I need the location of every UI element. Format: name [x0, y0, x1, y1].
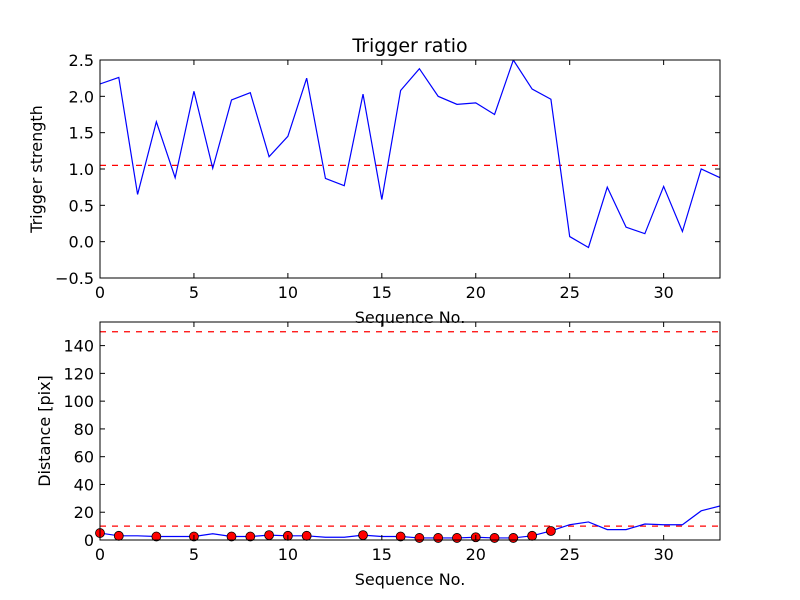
data-point [358, 530, 368, 541]
y-tick-label: 20 [74, 503, 94, 522]
y-axis-title: Trigger strength [27, 105, 46, 234]
y-tick-label: 60 [74, 448, 94, 467]
x-tick-label: 30 [653, 545, 673, 564]
series-line-1-1 [100, 60, 720, 249]
y-tick-label: 0 [84, 531, 94, 550]
y-tick-label: 0.5 [69, 196, 94, 215]
plot-area-1 [100, 60, 720, 249]
x-tick-label: 10 [278, 283, 298, 302]
y-tick-label: 140 [63, 337, 94, 356]
chart-panels: 0 5 10 15 20 25 30 −0.5 0.0 0.5 1.0 1.5 2.0 2.5 Trigge… [27, 35, 721, 589]
data-point [452, 533, 462, 543]
y-tick-label: 2.0 [69, 87, 94, 106]
data-point [151, 531, 162, 542]
data-point [546, 526, 556, 536]
data-point [245, 531, 256, 542]
x-tick-label: 30 [653, 283, 673, 302]
y-tick-label: 0.0 [69, 233, 94, 252]
y-tick-label: 2.5 [69, 51, 94, 70]
data-point [226, 531, 237, 542]
chart-panel-2: 0 5 10 15 20 25 30 0 20 40 60 80 100 120 140 Sequence N… [35, 321, 721, 589]
x-tick-label: 25 [560, 283, 580, 302]
data-point [527, 530, 538, 541]
series-line-2-1 [100, 505, 720, 539]
y-tick-label: 40 [74, 475, 94, 494]
data-point [301, 530, 312, 541]
data-point [395, 531, 406, 542]
plot-area-2 [100, 331, 720, 539]
y-tick-label: −0.5 [55, 269, 94, 288]
data-point [433, 533, 444, 543]
y-tick-label: 80 [74, 420, 94, 439]
y-tick-label: 1.5 [69, 124, 94, 143]
data-point [264, 530, 274, 541]
y-tick-label: 100 [63, 392, 94, 411]
x-tick-label: 5 [189, 283, 199, 302]
data-point [414, 533, 425, 543]
chart-title: Trigger ratio [351, 35, 467, 57]
x-tick-label: 15 [372, 283, 392, 302]
data-point [508, 533, 519, 543]
x-axis-title: Sequence No. [355, 570, 466, 589]
x-tick-label: 0 [95, 283, 105, 302]
x-tick-label: 0 [95, 545, 105, 564]
y-tick-label: 120 [63, 364, 94, 383]
x-tick-label: 25 [560, 545, 580, 564]
data-point [489, 533, 500, 543]
x-tick-label: 20 [466, 283, 486, 302]
x-axis-title: Sequence No. [355, 308, 466, 327]
chart-panel-1: 0 5 10 15 20 25 30 −0.5 0.0 0.5 1.0 1.5 2.0 2.5 Trigge… [27, 35, 721, 327]
y-axis-title: Distance [pix] [35, 375, 54, 487]
axes-frame-2 [99, 321, 721, 541]
y-tick-label: 1.0 [69, 160, 94, 179]
x-tick-label: 10 [278, 545, 298, 564]
x-tick-label: 15 [372, 545, 392, 564]
x-tick-label: 5 [189, 545, 199, 564]
x-tick-label: 20 [466, 545, 486, 564]
data-point [113, 530, 124, 541]
